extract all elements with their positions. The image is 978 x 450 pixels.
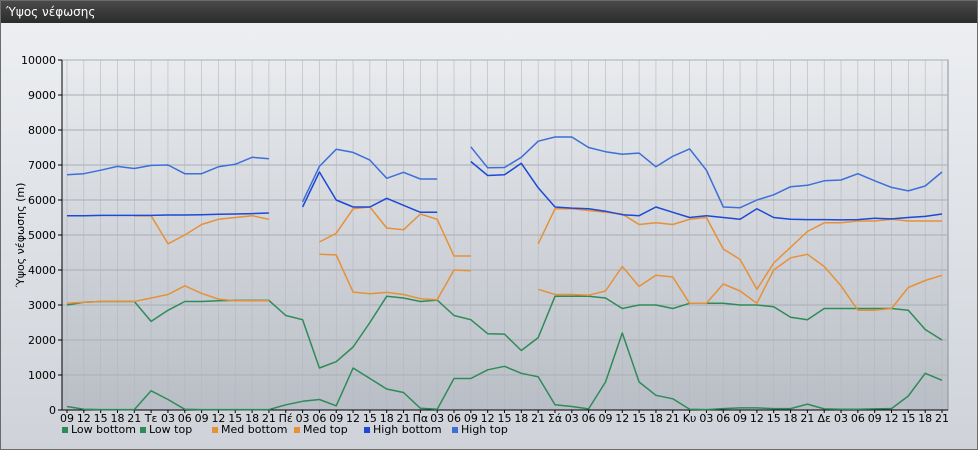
series-line-med-bottom xyxy=(537,253,943,312)
x-tick-label: 12 xyxy=(346,412,360,425)
y-tick-label: 1000 xyxy=(28,369,56,382)
series-line-med-top xyxy=(134,214,270,245)
x-tick-label: 18 xyxy=(784,412,798,425)
x-tick-label: Κυ xyxy=(683,412,697,425)
x-tick-label: 21 xyxy=(800,412,814,425)
x-tick-label: 12 xyxy=(750,412,764,425)
x-tick-label: 21 xyxy=(666,412,680,425)
x-tick-label: 09 xyxy=(598,412,612,425)
legend-entry: High top xyxy=(461,423,508,436)
y-tick-label: 6000 xyxy=(28,194,56,207)
series-line-high-top xyxy=(66,156,269,176)
x-tick-label: Πέ xyxy=(279,412,293,425)
x-tick-label: 21 xyxy=(935,412,949,425)
x-tick-label: 15 xyxy=(901,412,915,425)
x-tick-label: 21 xyxy=(397,412,411,425)
x-tick-label: Δε xyxy=(817,412,831,425)
series-line-high-top xyxy=(470,136,943,209)
y-axis-label: Ύψος νέφωσης (m) xyxy=(14,183,27,289)
x-tick-label: 15 xyxy=(363,412,377,425)
x-tick-label: 09 xyxy=(868,412,882,425)
series-line-med-top xyxy=(319,206,471,257)
x-tick-label: 09 xyxy=(733,412,747,425)
x-tick-label: 06 xyxy=(447,412,461,425)
series-line-high-bottom xyxy=(470,160,943,221)
x-tick-label: 03 xyxy=(430,412,444,425)
x-tick-label: 21 xyxy=(262,412,276,425)
series-line-high-bottom xyxy=(301,171,438,214)
title-bar: Ύψος νέφωσης xyxy=(1,1,977,23)
series-line-med-bottom xyxy=(319,253,471,301)
x-tick-label: Σά xyxy=(548,412,562,425)
x-tick-label: 12 xyxy=(481,412,495,425)
y-tick-label: 3000 xyxy=(28,299,56,312)
x-tick-label: 15 xyxy=(228,412,242,425)
x-tick-label: 03 xyxy=(161,412,175,425)
x-tick-label: 03 xyxy=(699,412,713,425)
series-line-high-top xyxy=(301,148,438,203)
x-tick-label: 18 xyxy=(245,412,259,425)
x-tick-label: 12 xyxy=(211,412,225,425)
x-tick-label: 15 xyxy=(94,412,108,425)
x-tick-label: 09 xyxy=(329,412,343,425)
series-line-low-top xyxy=(66,295,943,369)
x-tick-label: 09 xyxy=(195,412,209,425)
legend-swatch xyxy=(62,427,68,433)
y-tick-label: 2000 xyxy=(28,334,56,347)
x-tick-label: 03 xyxy=(296,412,310,425)
legend-entry: Med bottom xyxy=(221,423,288,436)
x-tick-label: 12 xyxy=(885,412,899,425)
x-tick-label: 03 xyxy=(565,412,579,425)
x-tick-label: 06 xyxy=(178,412,192,425)
x-tick-label: 06 xyxy=(312,412,326,425)
x-tick-label: 06 xyxy=(851,412,865,425)
legend-swatch xyxy=(364,427,370,433)
x-tick-label: Τε xyxy=(144,412,158,425)
legend-swatch xyxy=(294,427,300,433)
legend-swatch xyxy=(140,427,146,433)
x-tick-label: 03 xyxy=(834,412,848,425)
y-tick-label: 10000 xyxy=(21,54,56,67)
x-tick-label: 15 xyxy=(767,412,781,425)
legend-entry: Low bottom xyxy=(71,423,136,436)
x-tick-label: 09 xyxy=(464,412,478,425)
x-tick-label: 18 xyxy=(514,412,528,425)
x-tick-label: 12 xyxy=(77,412,91,425)
x-tick-label: 21 xyxy=(127,412,141,425)
y-tick-label: 8000 xyxy=(28,124,56,137)
y-tick-label: 4000 xyxy=(28,264,56,277)
y-tick-label: 9000 xyxy=(28,89,56,102)
series-line-med-bottom xyxy=(66,285,269,305)
x-tick-label: 21 xyxy=(531,412,545,425)
x-tick-label: 15 xyxy=(632,412,646,425)
x-tick-label: 18 xyxy=(649,412,663,425)
legend-swatch xyxy=(212,427,218,433)
x-tick-label: Πα xyxy=(413,412,429,425)
x-tick-label: 12 xyxy=(615,412,629,425)
x-tick-label: 09 xyxy=(60,412,74,425)
legend-entry: Low top xyxy=(149,423,192,436)
y-tick-label: 0 xyxy=(49,404,56,417)
series-line-med-top xyxy=(537,208,942,291)
x-tick-label: 18 xyxy=(380,412,394,425)
x-tick-label: 06 xyxy=(582,412,596,425)
legend-swatch xyxy=(452,427,458,433)
window-title: Ύψος νέφωσης xyxy=(6,5,96,19)
series-line-high-bottom xyxy=(67,212,269,217)
x-tick-label: 18 xyxy=(110,412,124,425)
x-tick-label: 15 xyxy=(498,412,512,425)
series-line-low-bottom xyxy=(66,332,943,411)
x-tick-label: 06 xyxy=(716,412,730,425)
x-tick-label: 18 xyxy=(918,412,932,425)
y-tick-label: 5000 xyxy=(28,229,56,242)
legend-entry: High bottom xyxy=(373,423,442,436)
y-tick-label: 7000 xyxy=(28,159,56,172)
legend-entry: Med top xyxy=(303,423,348,436)
